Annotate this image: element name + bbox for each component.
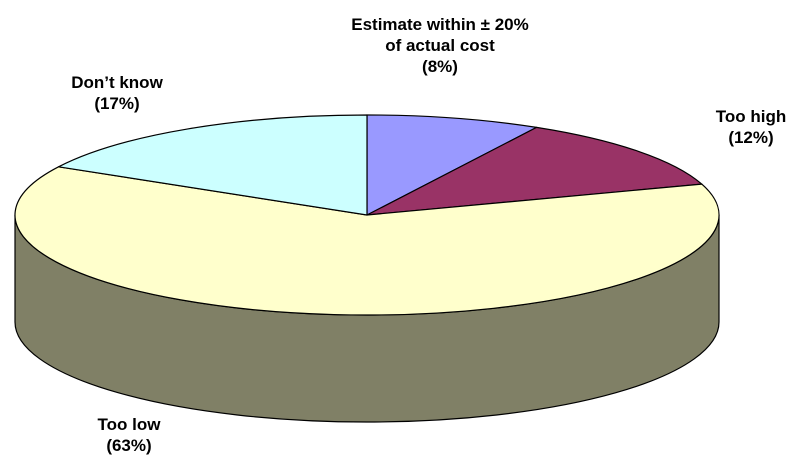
pie-slice-estimate-within-20: [366, 114, 538, 216]
slice-label-estimate-within-20: Estimate within ± 20% of actual cost (8%…: [351, 14, 529, 77]
slice-percent-estimate: (8%): [422, 57, 458, 76]
slice-label-estimate-line1: Estimate within ± 20%: [351, 15, 529, 34]
pie-slice-too-low: [14, 166, 720, 316]
slice-percent-too-low: (63%): [106, 436, 152, 455]
slice-label-too-high: Too high (12%): [716, 106, 787, 148]
pie-slice-don-t-know: [57, 114, 368, 216]
slice-percent-dont-know: (17%): [94, 94, 140, 113]
slice-label-dont-know-name: Don’t know: [71, 73, 163, 92]
slice-label-estimate-line2: of actual cost: [385, 36, 495, 55]
slice-label-too-low-name: Too low: [97, 415, 161, 434]
pie-top-layer: [14, 114, 720, 316]
pie-slice-too-high: [366, 126, 703, 216]
slice-label-dont-know: Don’t know (17%): [71, 72, 163, 114]
slice-label-too-high-name: Too high: [715, 107, 787, 126]
slice-percent-too-high: (12%): [728, 128, 774, 147]
slice-label-too-low: Too low (63%): [98, 414, 161, 456]
